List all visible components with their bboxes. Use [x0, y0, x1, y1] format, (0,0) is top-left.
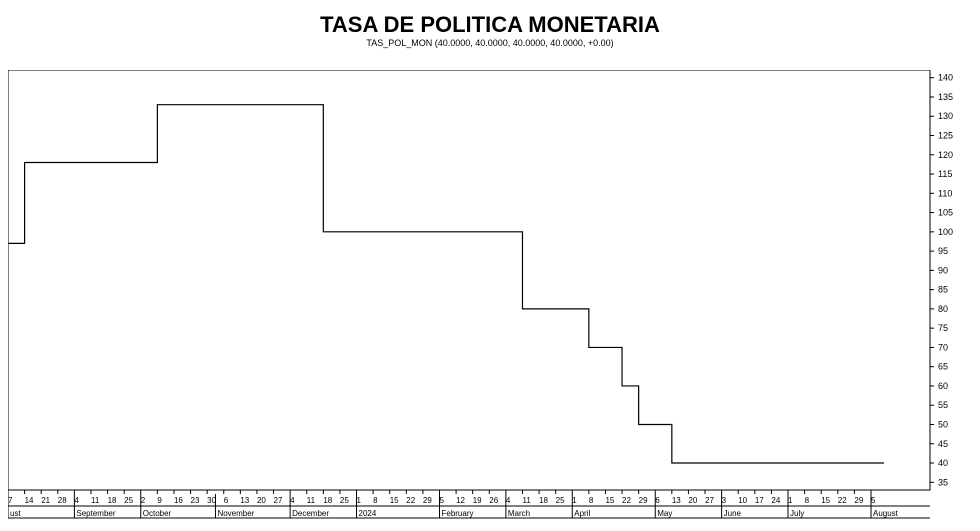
svg-text:May: May [657, 509, 672, 518]
svg-text:8: 8 [805, 496, 810, 505]
svg-text:40: 40 [938, 458, 948, 468]
svg-text:November: November [217, 509, 254, 518]
svg-text:80: 80 [938, 304, 948, 314]
svg-text:13: 13 [672, 496, 681, 505]
svg-text:25: 25 [556, 496, 565, 505]
svg-text:15: 15 [390, 496, 399, 505]
chart-subtitle: TAS_POL_MON (40.0000, 40.0000, 40.0000, … [0, 38, 980, 48]
svg-text:90: 90 [938, 265, 948, 275]
svg-text:70: 70 [938, 342, 948, 352]
rate-step-line [8, 105, 884, 463]
svg-text:29: 29 [854, 496, 863, 505]
svg-text:December: December [292, 509, 329, 518]
svg-text:20: 20 [257, 496, 266, 505]
svg-text:135: 135 [938, 92, 953, 102]
svg-text:1: 1 [788, 496, 793, 505]
svg-text:1: 1 [357, 496, 362, 505]
svg-text:11: 11 [307, 496, 316, 505]
svg-text:2: 2 [141, 496, 146, 505]
svg-text:July: July [790, 509, 804, 518]
svg-text:5: 5 [439, 496, 444, 505]
svg-text:35: 35 [938, 477, 948, 487]
svg-text:60: 60 [938, 381, 948, 391]
svg-text:8: 8 [589, 496, 594, 505]
svg-text:24: 24 [771, 496, 780, 505]
svg-text:27: 27 [705, 496, 714, 505]
svg-text:4: 4 [74, 496, 79, 505]
svg-text:10: 10 [738, 496, 747, 505]
svg-text:6: 6 [224, 496, 229, 505]
svg-text:3: 3 [722, 496, 727, 505]
svg-text:28: 28 [58, 496, 67, 505]
svg-text:11: 11 [522, 496, 531, 505]
svg-text:17: 17 [755, 496, 764, 505]
svg-text:23: 23 [191, 496, 200, 505]
svg-text:75: 75 [938, 323, 948, 333]
svg-text:6: 6 [655, 496, 660, 505]
svg-text:18: 18 [323, 496, 332, 505]
svg-text:11: 11 [91, 496, 100, 505]
svg-text:26: 26 [489, 496, 498, 505]
svg-text:5: 5 [871, 496, 876, 505]
svg-text:29: 29 [639, 496, 648, 505]
svg-text:7: 7 [8, 496, 13, 505]
svg-text:100: 100 [938, 227, 953, 237]
svg-text:February: February [441, 509, 473, 518]
svg-text:25: 25 [124, 496, 133, 505]
svg-text:9: 9 [157, 496, 162, 505]
svg-text:130: 130 [938, 111, 953, 121]
svg-text:June: June [724, 509, 742, 518]
svg-text:115: 115 [938, 169, 952, 179]
svg-text:22: 22 [406, 496, 415, 505]
svg-text:110: 110 [938, 188, 952, 198]
svg-text:2024: 2024 [359, 509, 377, 518]
svg-text:ust: ust [10, 509, 21, 518]
svg-text:55: 55 [938, 400, 948, 410]
svg-text:20: 20 [688, 496, 697, 505]
svg-text:August: August [873, 509, 899, 518]
svg-text:13: 13 [240, 496, 249, 505]
chart-plot-area: 3540455055606570758085909510010511011512… [8, 70, 978, 530]
svg-text:October: October [143, 509, 172, 518]
svg-text:22: 22 [838, 496, 847, 505]
svg-text:15: 15 [605, 496, 614, 505]
svg-text:14: 14 [25, 496, 34, 505]
svg-text:1: 1 [572, 496, 577, 505]
svg-text:16: 16 [174, 496, 183, 505]
svg-text:125: 125 [938, 131, 953, 141]
svg-text:22: 22 [622, 496, 631, 505]
svg-text:September: September [76, 509, 115, 518]
svg-text:12: 12 [456, 496, 465, 505]
chart-svg: 3540455055606570758085909510010511011512… [8, 70, 978, 530]
svg-text:18: 18 [539, 496, 548, 505]
svg-text:21: 21 [41, 496, 50, 505]
svg-text:8: 8 [373, 496, 378, 505]
svg-text:18: 18 [108, 496, 117, 505]
svg-text:29: 29 [423, 496, 432, 505]
svg-text:19: 19 [473, 496, 482, 505]
svg-text:April: April [574, 509, 590, 518]
svg-text:25: 25 [340, 496, 349, 505]
svg-text:15: 15 [821, 496, 830, 505]
svg-text:65: 65 [938, 362, 948, 372]
svg-text:50: 50 [938, 419, 948, 429]
svg-text:120: 120 [938, 150, 953, 160]
svg-text:95: 95 [938, 246, 948, 256]
chart-title: TASA DE POLITICA MONETARIA [0, 0, 980, 38]
svg-text:4: 4 [290, 496, 295, 505]
svg-text:85: 85 [938, 285, 948, 295]
svg-text:4: 4 [506, 496, 511, 505]
svg-text:45: 45 [938, 439, 948, 449]
svg-text:105: 105 [938, 208, 953, 218]
svg-text:March: March [508, 509, 530, 518]
svg-text:140: 140 [938, 73, 953, 83]
svg-text:27: 27 [274, 496, 283, 505]
